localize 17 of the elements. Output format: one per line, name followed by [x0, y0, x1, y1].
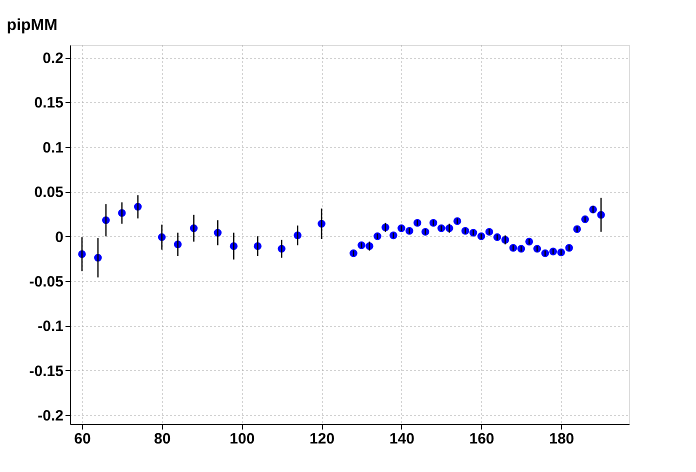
y-tick-label: -0.15	[29, 362, 64, 380]
x-tick-label: 80	[154, 430, 171, 448]
x-tick-label: 120	[310, 430, 335, 448]
x-tick-label: 160	[469, 430, 494, 448]
x-tick-label: 180	[549, 430, 574, 448]
x-tick-label: 100	[230, 430, 255, 448]
y-tick-label: 0	[55, 228, 64, 246]
y-tick-label: -0.1	[38, 318, 64, 336]
y-tick-label: 0.2	[42, 50, 64, 68]
y-tick-label: 0.05	[34, 184, 64, 202]
y-tick-label: -0.05	[29, 273, 64, 290]
y-tick-label: 0.1	[42, 139, 64, 156]
y-tick-label: -0.2	[38, 408, 64, 425]
x-tick-label: 60	[74, 430, 91, 448]
y-tick-label: 0.15	[34, 94, 64, 112]
chart-title: pipMM	[6, 17, 58, 34]
x-tick-label: 140	[389, 430, 414, 448]
